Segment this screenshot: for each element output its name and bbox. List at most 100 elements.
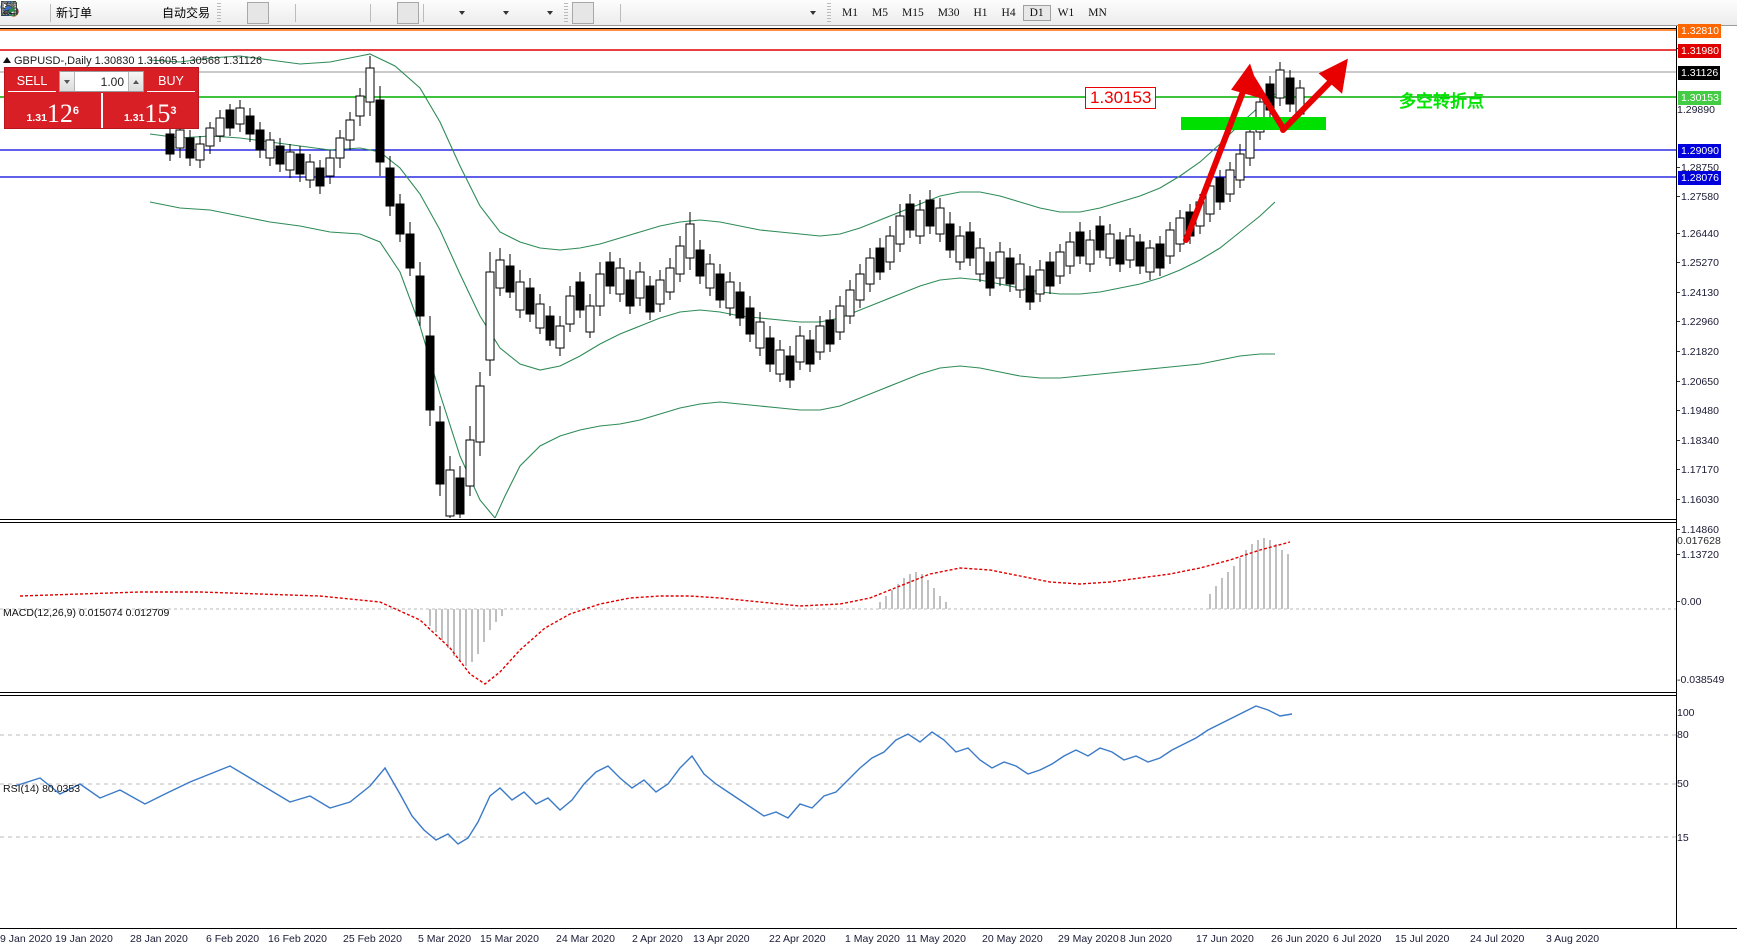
data-window-icon[interactable] — [1, 1, 46, 24]
timeframe-h1[interactable]: H1 — [973, 6, 988, 19]
zoom-in-icon[interactable] — [1, 1, 322, 24]
date-tick-18: 26 Jun 2020 — [1271, 933, 1329, 945]
date-tick-17: 17 Jun 2020 — [1196, 933, 1254, 945]
text-tool-icon[interactable]: A — [3, 2, 757, 24]
date-tick-0: 9 Jan 2020 — [0, 933, 52, 945]
collapse-triangle-icon[interactable] — [3, 57, 11, 63]
date-tick-9: 2 Apr 2020 — [632, 933, 683, 945]
timeframe-d1[interactable]: D1 — [1022, 4, 1051, 21]
date-tick-5: 25 Feb 2020 — [343, 933, 402, 945]
price-tick-6: 1.25270 — [1677, 257, 1719, 269]
chart-area[interactable]: GBPUSD-,Daily 1.30830 1.31605 1.30568 1.… — [0, 24, 1737, 950]
price-annotation-label[interactable]: 1.30153 — [1085, 87, 1157, 109]
price-badge-red: 1.31980 — [1678, 44, 1721, 58]
rsi-tick-50: 50 — [1677, 778, 1689, 790]
price-axis[interactable]: 1.32810 1.32780 1.31980 1.31126 1.30153 … — [1676, 24, 1737, 950]
timeframe-m30[interactable]: M30 — [937, 6, 960, 19]
date-tick-10: 13 Apr 2020 — [693, 933, 750, 945]
vertical-line-icon[interactable] — [6, 2, 647, 24]
volume-increase-button[interactable] — [128, 72, 143, 91]
svg-text:E: E — [13, 9, 17, 17]
fibonacci-icon[interactable]: F — [2, 2, 735, 24]
timeframe-h4[interactable]: H4 — [1001, 6, 1016, 19]
rsi-tick-80: 80 — [1677, 729, 1689, 741]
bar-chart-icon[interactable] — [1, 2, 247, 24]
timeframe-m1[interactable]: M1 — [842, 6, 859, 19]
price-badge-orange: 1.32810 — [1678, 24, 1721, 38]
autotrading-label: 自动交易 — [162, 6, 211, 20]
timeframe-m15[interactable]: M15 — [902, 6, 924, 19]
macd-histogram — [429, 538, 1289, 666]
one-click-trading-panel[interactable]: SELL 1.00 BUY 1.31 12 6 1.31 15 3 — [4, 67, 199, 129]
timeframe-m5[interactable]: M5 — [872, 6, 888, 19]
cursor-icon[interactable] — [2, 0, 595, 24]
signals-icon[interactable] — [1, 1, 161, 24]
toolbar-grip-2[interactable] — [564, 2, 569, 23]
symbol-ohlc-text: GBPUSD-,Daily 1.30830 1.31605 1.30568 1.… — [14, 55, 263, 67]
date-tick-21: 24 Jul 2020 — [1470, 933, 1525, 945]
sell-quote[interactable]: 1.31 12 6 — [5, 93, 103, 128]
shapes-icon[interactable] — [3, 2, 801, 24]
chevron-down-icon-3[interactable] — [538, 2, 560, 24]
indicators-icon[interactable] — [1, 2, 538, 24]
crosshair-icon[interactable] — [2, 2, 616, 24]
macd-label: MACD(12,26,9) 0.015074 0.012709 — [3, 607, 170, 619]
price-tick-5: 1.26440 — [1677, 228, 1719, 240]
toolbar-divider-4 — [423, 3, 425, 22]
price-tick-9: 1.21820 — [1677, 346, 1719, 358]
buy-quote[interactable]: 1.31 15 3 — [103, 93, 199, 128]
price-badge-blue-1: 1.29090 — [1678, 144, 1721, 158]
chevron-down-icon-2[interactable] — [494, 2, 516, 24]
price-tick-14: 1.16030 — [1677, 494, 1719, 506]
price-tick-16: 1.13720 — [1677, 549, 1719, 561]
new-chart-icon[interactable] — [2, 1, 450, 24]
trendline-icon[interactable] — [2, 2, 691, 24]
date-tick-16: 8 Jun 2020 — [1120, 933, 1172, 945]
buy-price-prefix: 1.31 — [123, 112, 145, 124]
expert-advisors-icon[interactable] — [1, 2, 117, 24]
chevron-down-icon-4[interactable] — [801, 2, 823, 24]
auto-scroll-icon[interactable] — [2, 1, 420, 24]
toolbar-divider-5 — [620, 3, 622, 22]
volume-decrease-button[interactable] — [60, 72, 75, 91]
price-badge-green: 1.30153 — [1678, 91, 1721, 105]
terminal-icon[interactable] — [1, 2, 139, 24]
chart-shift-icon[interactable] — [2, 2, 397, 24]
price-tick-4: 1.27580 — [1677, 191, 1719, 203]
toolbar-divider-3 — [370, 3, 372, 22]
macd-tick-bottom: -0.038549 — [1677, 674, 1725, 686]
candlestick-chart-icon[interactable] — [1, 1, 270, 24]
date-tick-3: 6 Feb 2020 — [206, 933, 260, 945]
date-axis[interactable]: 9 Jan 2020 19 Jan 2020 28 Jan 2020 6 Feb… — [0, 928, 1737, 950]
date-tick-7: 15 Mar 2020 — [480, 933, 539, 945]
support-zone-highlight — [1181, 117, 1326, 130]
new-order-button[interactable]: 新订单 — [2, 1, 95, 24]
toolbar-grip[interactable] — [217, 2, 222, 23]
zoom-out-icon[interactable] — [1, 1, 344, 24]
line-chart-icon[interactable] — [1, 2, 291, 24]
toolbar-grip-3[interactable] — [827, 2, 832, 23]
buy-button[interactable]: BUY — [147, 71, 195, 92]
price-tick-11: 1.19480 — [1677, 405, 1719, 417]
horizontal-line-icon[interactable] — [3, 2, 669, 24]
price-tick-10: 1.20650 — [1677, 376, 1719, 388]
price-tick-2: 1.29890 — [1677, 104, 1715, 116]
trend-reversal-note: 多空转折点 — [1399, 92, 1484, 112]
sell-price-prefix: 1.31 — [26, 112, 47, 124]
period-clock-icon[interactable] — [1, 1, 494, 24]
tile-windows-icon[interactable] — [1, 2, 366, 24]
rsi-line — [14, 705, 1293, 845]
autotrading-button[interactable]: 自动交易 — [0, 2, 213, 24]
bollinger-lower — [149, 201, 1275, 518]
volume-value[interactable]: 1.00 — [100, 74, 124, 89]
trend-arrow-up-2 — [1280, 58, 1348, 133]
text-label-icon[interactable]: T — [2, 2, 779, 24]
timeframe-w1[interactable]: W1 — [1057, 6, 1075, 19]
chevron-down-icon[interactable] — [450, 2, 472, 24]
volume-stepper[interactable]: 1.00 — [59, 71, 144, 92]
equidistant-channel-icon[interactable]: E — [1, 1, 713, 24]
timeframe-mn[interactable]: MN — [1088, 6, 1107, 19]
sell-button[interactable]: SELL — [8, 71, 56, 92]
toolbar-divider — [50, 3, 51, 22]
chart-canvas[interactable] — [0, 26, 1737, 950]
